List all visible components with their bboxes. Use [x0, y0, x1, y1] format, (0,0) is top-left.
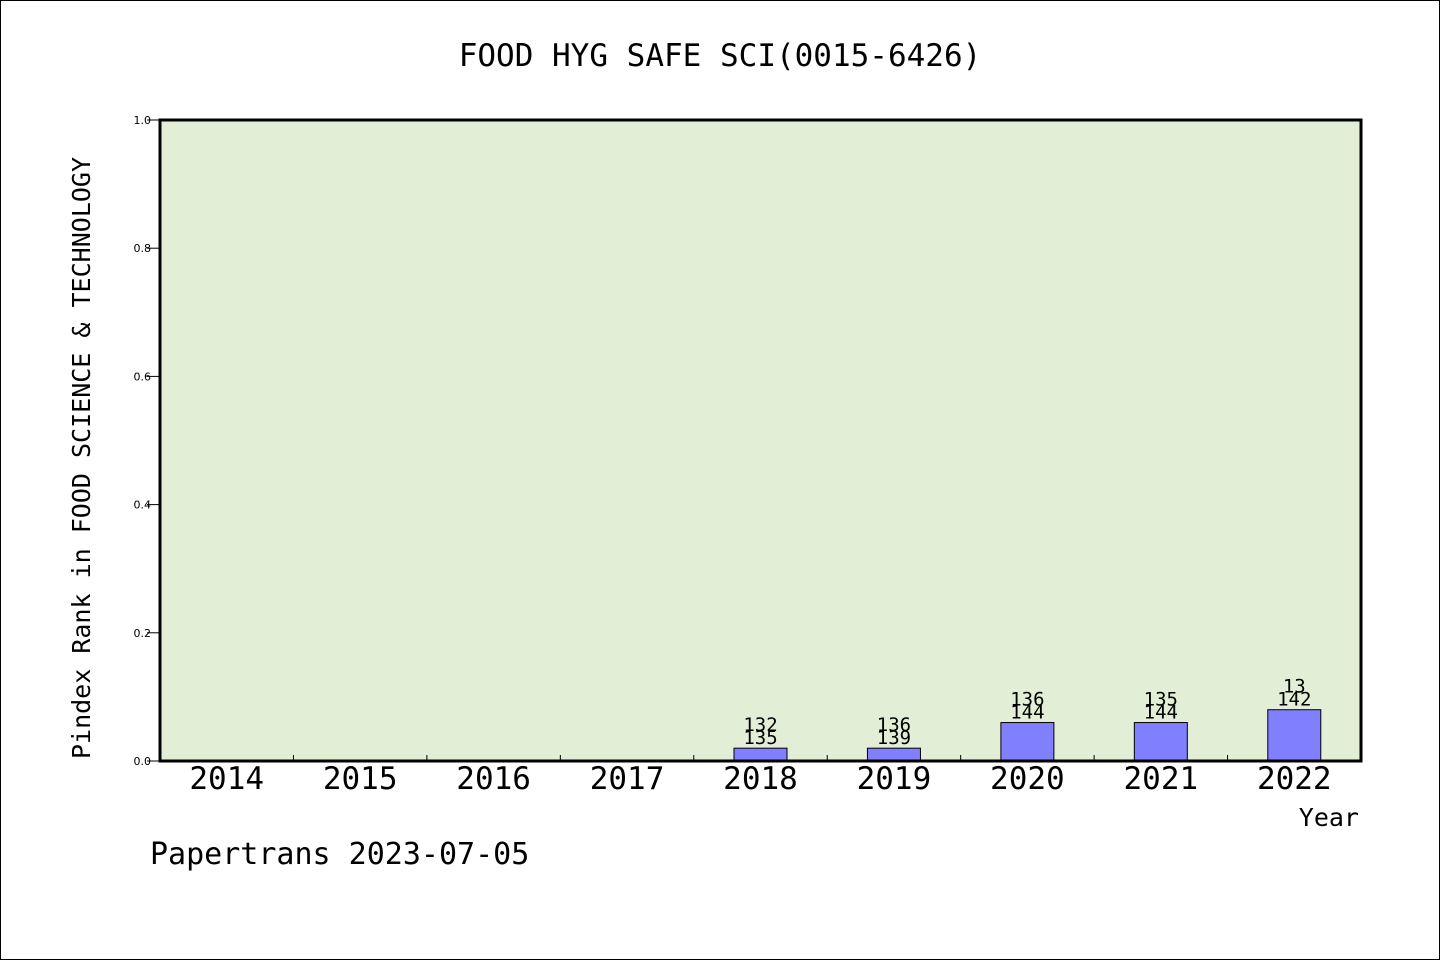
- y-tick-label: 1.0: [134, 114, 152, 127]
- bar-label-bottom: 139: [877, 727, 911, 749]
- bar-label-bottom: 135: [743, 727, 777, 749]
- x-axis-label: Year: [1299, 803, 1359, 832]
- x-tick-label: 2016: [456, 761, 531, 797]
- y-tick-label: 0.6: [134, 370, 152, 383]
- bar: [866, 747, 921, 762]
- y-tick-label: 0.4: [134, 499, 152, 512]
- bar-label-bottom: 144: [1010, 702, 1044, 724]
- plot-area: [160, 120, 1361, 761]
- bar-label-top: 135: [1144, 689, 1178, 711]
- x-tick-label: 2015: [323, 761, 398, 797]
- bar-series: [733, 709, 1322, 762]
- bar-label-top: 136: [877, 714, 911, 736]
- x-tick-label: 2022: [1257, 761, 1332, 797]
- bar: [1133, 722, 1188, 762]
- x-tick-label: 2019: [857, 761, 932, 797]
- y-tick-label: 0.2: [134, 627, 152, 640]
- bar-label-top: 132: [743, 714, 777, 736]
- chart-title: FOOD HYG SAFE SCI(0015-6426): [459, 38, 982, 74]
- y-axis-label: Pindex Rank in FOOD SCIENCE & TECHNOLOGY: [67, 157, 96, 759]
- bar-label-bottom: 142: [1277, 689, 1311, 711]
- bar-label-bottom: 144: [1144, 702, 1178, 724]
- y-tick-label: 0.8: [134, 242, 152, 255]
- watermark-text: Papertrans 2023-07-05: [150, 837, 529, 872]
- y-axis: 0.0 0.2 0.4 0.6 0.8 1.0: [134, 114, 160, 768]
- bar: [1267, 709, 1322, 762]
- x-tick-label: 2020: [990, 761, 1065, 797]
- bar: [1000, 722, 1055, 762]
- x-tick-label: 2014: [189, 761, 264, 797]
- x-tick-label: 2017: [590, 761, 665, 797]
- y-tick-label: 0.0: [134, 755, 152, 768]
- bar-label-top: 136: [1010, 689, 1044, 711]
- x-tick-label: 2021: [1124, 761, 1199, 797]
- bar-label-top: 13: [1283, 676, 1306, 698]
- bar: [733, 747, 788, 762]
- x-axis: 2014 2015 2016 2017 2018 2019 2020 2021 2022: [189, 755, 1332, 797]
- plot-border: [158, 118, 1363, 763]
- x-tick-label: 2018: [723, 761, 798, 797]
